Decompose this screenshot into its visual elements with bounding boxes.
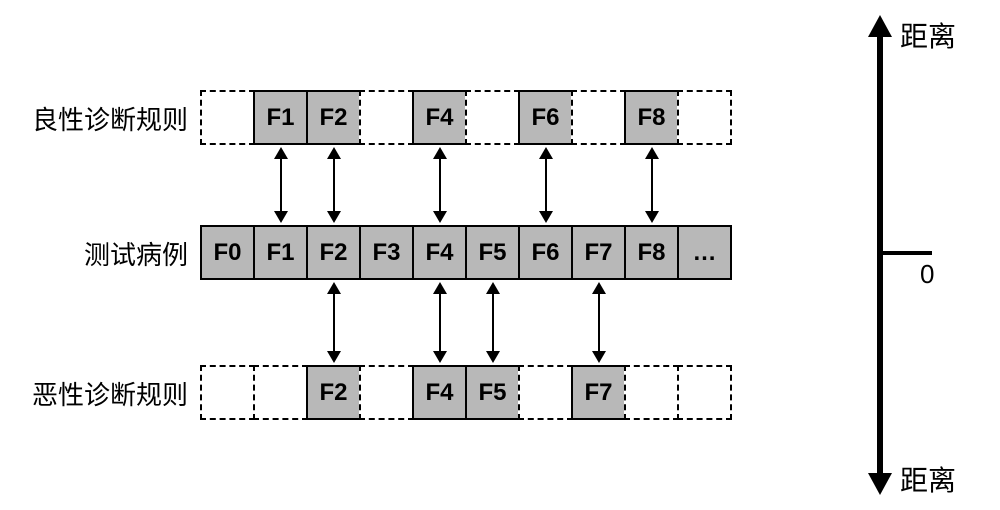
test-cell-0: F0 <box>200 225 255 280</box>
benign-cell-5 <box>465 90 520 145</box>
arrow-up-8 <box>651 149 653 221</box>
benign-label: 良性诊断规则 <box>8 100 188 137</box>
test-cell-5: F5 <box>465 225 520 280</box>
malign-cell-1 <box>253 365 308 420</box>
benign-cell-3 <box>359 90 414 145</box>
benign-cell-8: F8 <box>624 90 679 145</box>
axis-arrow-down-icon <box>868 473 892 495</box>
malign-row: F2 F4F5 F7 <box>200 365 732 420</box>
arrow-down-4 <box>439 284 441 361</box>
malign-cell-0 <box>200 365 255 420</box>
malign-cell-9 <box>677 365 732 420</box>
benign-cell-9 <box>677 90 732 145</box>
test-cell-7: F7 <box>571 225 626 280</box>
malign-cell-3 <box>359 365 414 420</box>
test-cell-9: … <box>677 225 732 280</box>
benign-cell-4: F4 <box>412 90 467 145</box>
axis-label-top: 距离 <box>900 15 956 55</box>
test-cell-2: F2 <box>306 225 361 280</box>
malign-cell-6 <box>518 365 573 420</box>
axis-label-bottom: 距离 <box>900 459 956 499</box>
test-cell-4: F4 <box>412 225 467 280</box>
arrow-up-4 <box>439 149 441 221</box>
test-cell-6: F6 <box>518 225 573 280</box>
test-cell-3: F3 <box>359 225 414 280</box>
axis-arrow-up-icon <box>868 15 892 37</box>
malign-cell-4: F4 <box>412 365 467 420</box>
benign-cell-6: F6 <box>518 90 573 145</box>
test-row: F0F1F2F3F4F5F6F7F8… <box>200 225 732 280</box>
benign-cell-7 <box>571 90 626 145</box>
benign-row: F1F2 F4 F6 F8 <box>200 90 732 145</box>
malign-cell-7: F7 <box>571 365 626 420</box>
benign-cell-0 <box>200 90 255 145</box>
test-cell-8: F8 <box>624 225 679 280</box>
arrow-down-2 <box>333 284 335 361</box>
axis-tick-zero <box>877 251 932 255</box>
arrow-up-6 <box>545 149 547 221</box>
malign-label: 恶性诊断规则 <box>8 375 188 412</box>
test-cell-1: F1 <box>253 225 308 280</box>
malign-cell-5: F5 <box>465 365 520 420</box>
malign-cell-2: F2 <box>306 365 361 420</box>
axis-line <box>877 29 883 481</box>
arrow-up-2 <box>333 149 335 221</box>
arrow-down-5 <box>492 284 494 361</box>
benign-cell-1: F1 <box>253 90 308 145</box>
axis-zero-label: 0 <box>920 259 934 290</box>
arrow-down-7 <box>598 284 600 361</box>
benign-cell-2: F2 <box>306 90 361 145</box>
arrow-up-1 <box>280 149 282 221</box>
malign-cell-8 <box>624 365 679 420</box>
test-label: 测试病例 <box>8 235 188 272</box>
